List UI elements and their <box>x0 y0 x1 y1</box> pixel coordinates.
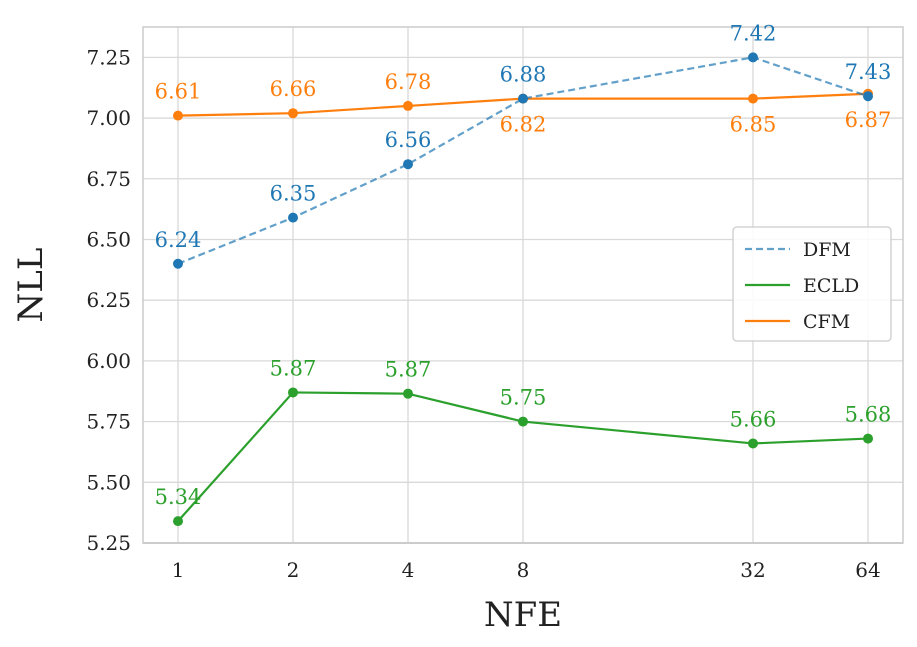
data-label-dfm: 7.42 <box>730 21 777 45</box>
data-point-ecld <box>863 433 873 444</box>
data-label-cfm: 6.87 <box>845 108 892 132</box>
data-point-dfm <box>403 159 413 170</box>
data-label-ecld: 5.34 <box>155 485 202 509</box>
data-point-dfm <box>518 93 528 104</box>
data-point-ecld <box>748 438 758 449</box>
legend-label-cfm: CFM <box>803 311 850 333</box>
data-label-ecld: 5.75 <box>500 386 547 410</box>
plot-area-frame <box>142 26 904 544</box>
y-tick-label: 6.25 <box>86 288 131 312</box>
data-label-ecld: 5.87 <box>385 358 432 382</box>
y-tick-label: 5.75 <box>86 410 131 434</box>
y-tick-label: 6.50 <box>86 227 131 251</box>
data-point-cfm <box>288 108 298 119</box>
data-point-dfm <box>748 52 758 63</box>
y-tick-label: 5.50 <box>86 470 131 494</box>
x-tick-label: 32 <box>740 558 765 582</box>
series-line-dfm <box>177 56 869 265</box>
data-label-cfm: 6.85 <box>730 113 777 137</box>
data-label-ecld: 5.87 <box>270 356 317 380</box>
data-point-dfm <box>288 212 298 223</box>
data-point-ecld <box>173 516 183 527</box>
data-point-cfm <box>403 100 413 111</box>
y-tick-label: 7.00 <box>86 106 131 130</box>
data-label-dfm: 6.35 <box>270 182 317 206</box>
data-label-cfm: 6.82 <box>500 113 547 137</box>
y-tick-label: 7.25 <box>86 45 131 69</box>
data-point-cfm <box>173 110 183 121</box>
legend-box <box>732 226 892 342</box>
series-line-ecld <box>177 391 869 522</box>
x-tick-label: 8 <box>517 558 530 582</box>
x-axis-title: NFE <box>484 595 562 635</box>
series-lines <box>173 52 873 527</box>
x-tick-label: 2 <box>287 558 300 582</box>
data-label-cfm: 6.66 <box>270 77 317 101</box>
legend-label-dfm: DFM <box>803 239 851 261</box>
y-tick-label: 5.25 <box>86 531 131 555</box>
data-label-cfm: 6.61 <box>155 80 202 104</box>
data-labels: 5.34 5.87 5.87 5.75 5.66 5.68 6.61 6.66 6.78 6.82… <box>155 21 892 509</box>
data-label-dfm: 7.43 <box>845 60 892 84</box>
data-label-dfm: 6.24 <box>155 228 202 252</box>
series-line-cfm <box>177 92 869 117</box>
x-tick-label: 64 <box>855 558 880 582</box>
y-axis-title: NLL <box>11 248 51 323</box>
y-tick-label: 6.75 <box>86 167 131 191</box>
data-point-dfm <box>173 258 183 269</box>
legend: DFM ECLD CFM <box>732 226 892 342</box>
data-point-ecld <box>518 416 528 427</box>
data-label-ecld: 5.66 <box>730 407 777 431</box>
data-point-ecld <box>288 387 298 398</box>
x-tick-label: 4 <box>402 558 415 582</box>
data-point-cfm <box>748 93 758 104</box>
legend-label-ecld: ECLD <box>803 275 859 297</box>
x-tick-label: 1 <box>172 558 185 582</box>
y-tick-label: 6.00 <box>86 349 131 373</box>
axis-ticks: 5.25 5.50 5.75 6.00 6.25 6.50 6.75 7.00 7.25 1 2 4 8… <box>86 45 880 582</box>
data-label-ecld: 5.68 <box>845 403 892 427</box>
data-point-ecld <box>403 388 413 399</box>
data-point-dfm <box>863 91 873 102</box>
data-label-dfm: 6.88 <box>500 63 547 87</box>
data-label-dfm: 6.56 <box>385 128 432 152</box>
data-label-cfm: 6.78 <box>385 70 432 94</box>
